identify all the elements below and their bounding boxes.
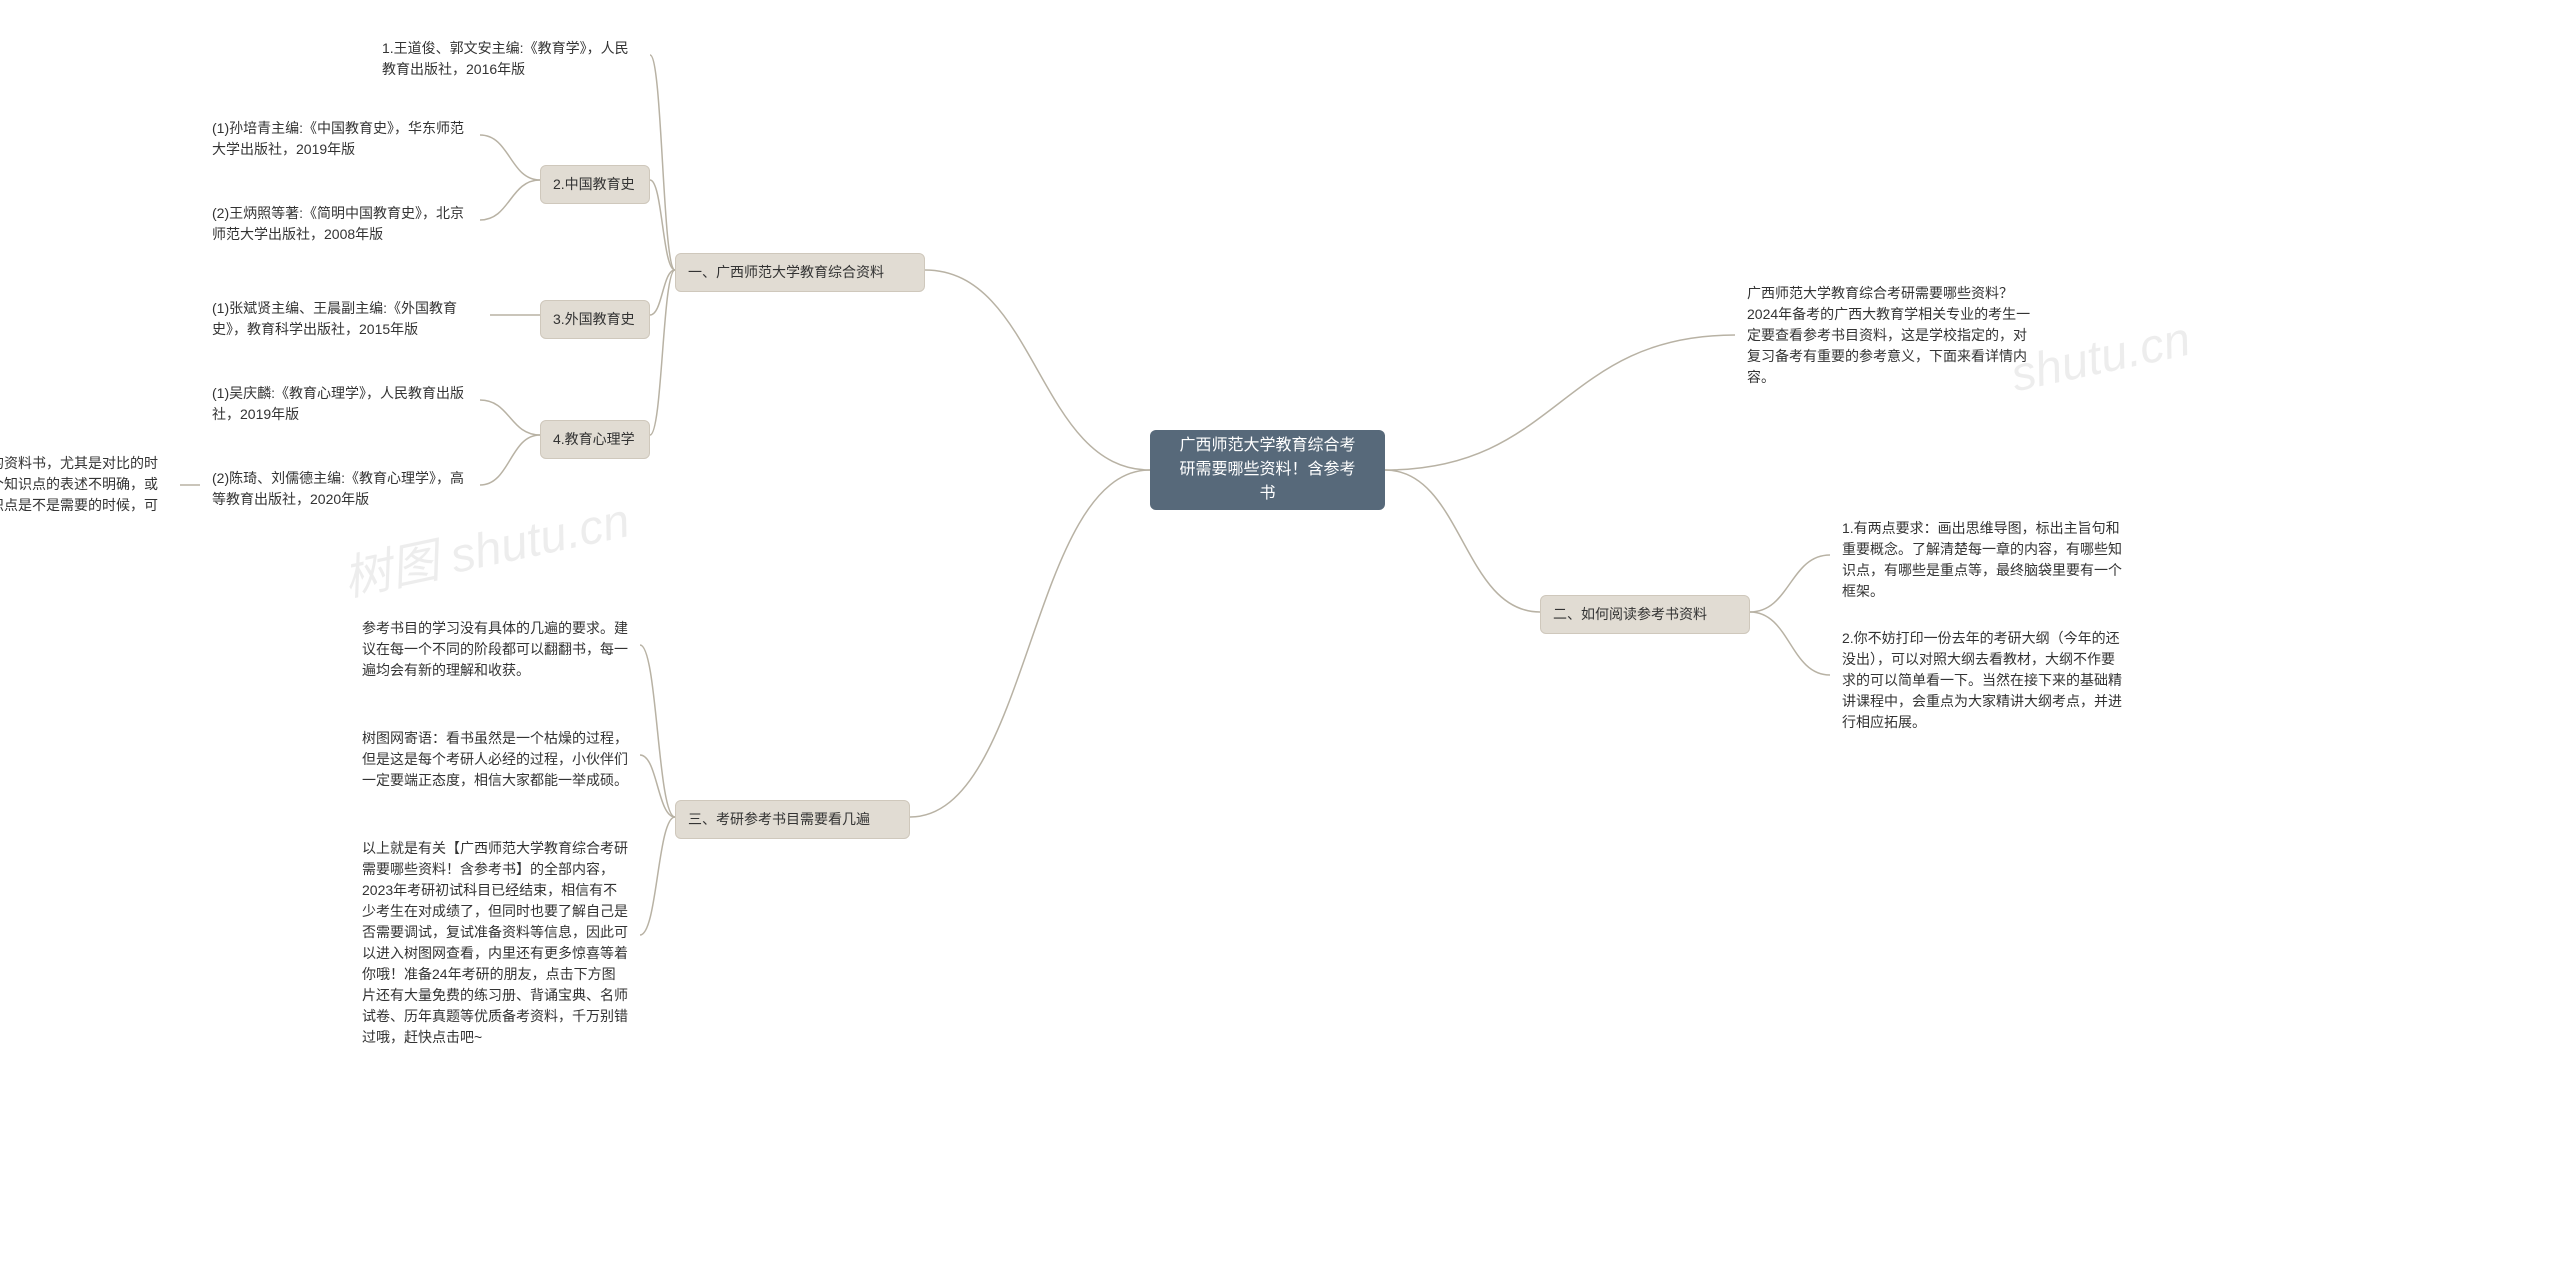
root-node[interactable]: 广西师范大学教育综合考 研需要哪些资料！含参考 书 xyxy=(1150,430,1385,510)
s1-item-2-1: (1)孙培青主编:《中国教育史》，华东师范大学出版社，2019年版 xyxy=(200,110,480,168)
s3-item-3: 以上就是有关【广西师范大学教育综合考研需要哪些资料！含参考书】的全部内容，202… xyxy=(350,830,640,1056)
s1-item-3[interactable]: 3.外国教育史 xyxy=(540,300,650,339)
s1-item-2[interactable]: 2.中国教育史 xyxy=(540,165,650,204)
section-2-item-2: 2.你不妨打印一份去年的考研大纲（今年的还没出），可以对照大纲去看教材，大纲不作… xyxy=(1830,620,2140,741)
section-1-label[interactable]: 一、广西师范大学教育综合资料 xyxy=(675,253,925,292)
s1-item-2-2: (2)王炳照等著:《简明中国教育史》，北京师范大学出版社，2008年版 xyxy=(200,195,480,253)
s1-item-1: 1.王道俊、郭文安主编:《教育学》，人民教育出版社，2016年版 xyxy=(370,30,650,88)
intro-text: 广西师范大学教育综合考研需要哪些资料？2024年备考的广西大教育学相关专业的考生… xyxy=(1735,275,2045,396)
s3-item-2: 树图网寄语：看书虽然是一个枯燥的过程，但是这是每个考研人必经的过程，小伙伴们一定… xyxy=(350,720,640,799)
s3-item-1: 参考书目的学习没有具体的几遍的要求。建议在每一个不同的阶段都可以翻翻书，每一遍均… xyxy=(350,610,640,689)
s1-item-4-2-note: 大家在使用别人的资料书，尤其是对比的时候，如果对于某个知识点的表述不明确，或者不… xyxy=(0,445,180,545)
s1-item-4-2: (2)陈琦、刘儒德主编:《教育心理学》，高等教育出版社，2020年版 xyxy=(200,460,480,518)
s1-item-3-1: (1)张斌贤主编、王晨副主编:《外国教育史》，教育科学出版社，2015年版 xyxy=(200,290,490,348)
mindmap-canvas: 树图 shutu.cn shutu.cn 广西师范大学教育综合考 研需要哪些资料… xyxy=(0,0,2560,1263)
section-2-label[interactable]: 二、如何阅读参考书资料 xyxy=(1540,595,1750,634)
s1-item-4-1: (1)吴庆麟:《教育心理学》，人民教育出版社，2019年版 xyxy=(200,375,480,433)
s1-item-4[interactable]: 4.教育心理学 xyxy=(540,420,650,459)
section-3-label[interactable]: 三、考研参考书目需要看几遍 xyxy=(675,800,910,839)
section-2-item-1: 1.有两点要求：画出思维导图，标出主旨句和重要概念。了解清楚每一章的内容，有哪些… xyxy=(1830,510,2140,610)
